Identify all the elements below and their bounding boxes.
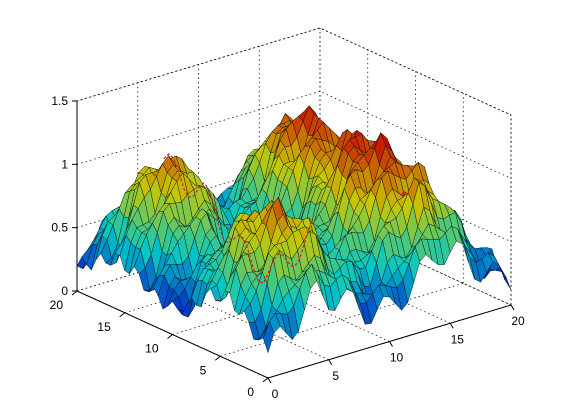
x-tick-label: 15 — [451, 332, 465, 346]
grid-line — [220, 282, 464, 357]
trajectory-marker — [402, 191, 407, 196]
y-tick — [262, 377, 269, 383]
y-tick-label: 5 — [200, 363, 207, 377]
y-tick-label: 10 — [145, 342, 159, 356]
y-tick — [71, 290, 78, 296]
grid-line — [76, 27, 512, 116]
y-tick-label: 0 — [247, 385, 254, 399]
z-tick-label: 0 — [61, 284, 68, 298]
x-tick-label: 20 — [511, 314, 525, 328]
trajectory-path — [163, 152, 407, 285]
z-tick-label: 1 — [61, 157, 68, 171]
surface-patch — [499, 267, 512, 290]
x-tick — [389, 341, 393, 347]
x-tick-label: 10 — [390, 351, 404, 365]
z-tick-label: 0.5 — [51, 221, 68, 235]
y-tick — [167, 334, 173, 339]
y-tick — [119, 312, 126, 318]
trajectory-line — [163, 152, 314, 285]
x-tick — [449, 322, 454, 329]
x-tick — [328, 359, 333, 366]
x-tick — [510, 304, 515, 311]
x-tick — [267, 377, 272, 384]
axes-frame — [71, 100, 515, 384]
z-tick-label: 1.5 — [51, 94, 68, 108]
y-tick — [214, 355, 221, 361]
y-tick-label: 20 — [50, 298, 64, 312]
y-tick-label: 15 — [97, 320, 111, 334]
surface-patch — [262, 320, 275, 354]
x-tick-label: 0 — [272, 387, 279, 401]
x-tick-label: 5 — [332, 369, 339, 383]
surface-mesh — [76, 105, 512, 354]
